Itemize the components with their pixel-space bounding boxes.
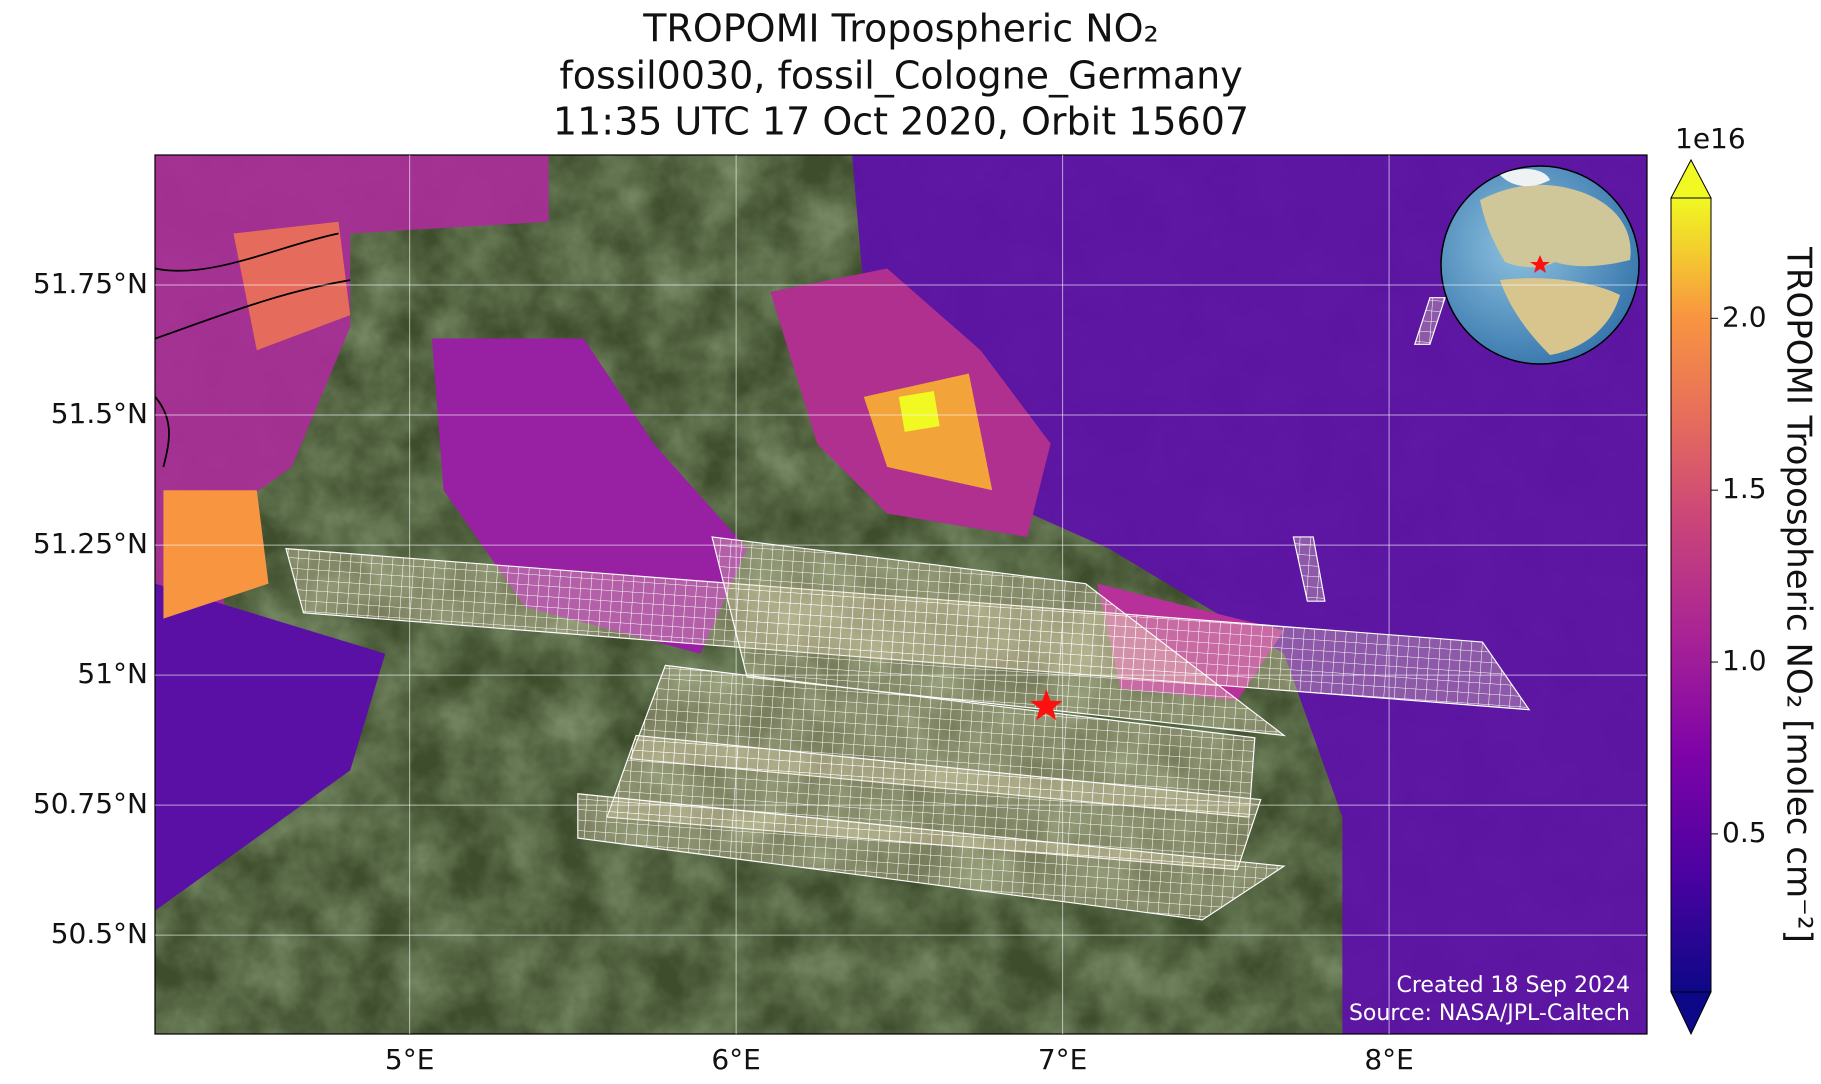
colorbar-tick-label: 1.0	[1722, 644, 1767, 677]
colorbar	[1670, 158, 1712, 1036]
no2-overlay	[155, 155, 1647, 1034]
map-background	[155, 155, 1647, 1034]
x-tick-label: 6°E	[711, 1043, 761, 1076]
y-tick-label: 51.75°N	[33, 267, 148, 300]
y-tick-label: 51°N	[77, 657, 148, 690]
site-marker	[1030, 689, 1063, 721]
credit-text: Source: NASA/JPL-Caltech	[1349, 1001, 1630, 1026]
x-tick-label: 5°E	[385, 1043, 435, 1076]
y-tick-label: 51.25°N	[33, 527, 148, 560]
title-line: fossil0030, fossil_Cologne_Germany	[559, 54, 1242, 98]
inset-globe	[1440, 165, 1640, 365]
y-tick-label: 50.5°N	[51, 917, 148, 950]
colorbar-tick-label: 1.5	[1722, 472, 1767, 505]
swath-grids	[285, 297, 1531, 921]
credit-text: Created 18 Sep 2024	[1397, 973, 1631, 998]
y-tick-label: 50.75°N	[33, 787, 148, 820]
x-tick-label: 7°E	[1038, 1043, 1088, 1076]
y-tick-label: 51.5°N	[51, 397, 148, 430]
colorbar-label: TROPOMI Tropospheric NO₂ [molec cm⁻²]	[1779, 246, 1819, 943]
x-tick-label: 8°E	[1364, 1043, 1414, 1076]
title-line: TROPOMI Tropospheric NO₂	[642, 7, 1159, 51]
map-frame	[154, 154, 1648, 1035]
colorbar-tick-label: 2.0	[1722, 300, 1767, 333]
colorbar-offset: 1e16	[1675, 122, 1746, 155]
title-line: 11:35 UTC 17 Oct 2020, Orbit 15607	[553, 100, 1249, 144]
colorbar-tick-label: 0.5	[1722, 816, 1767, 849]
